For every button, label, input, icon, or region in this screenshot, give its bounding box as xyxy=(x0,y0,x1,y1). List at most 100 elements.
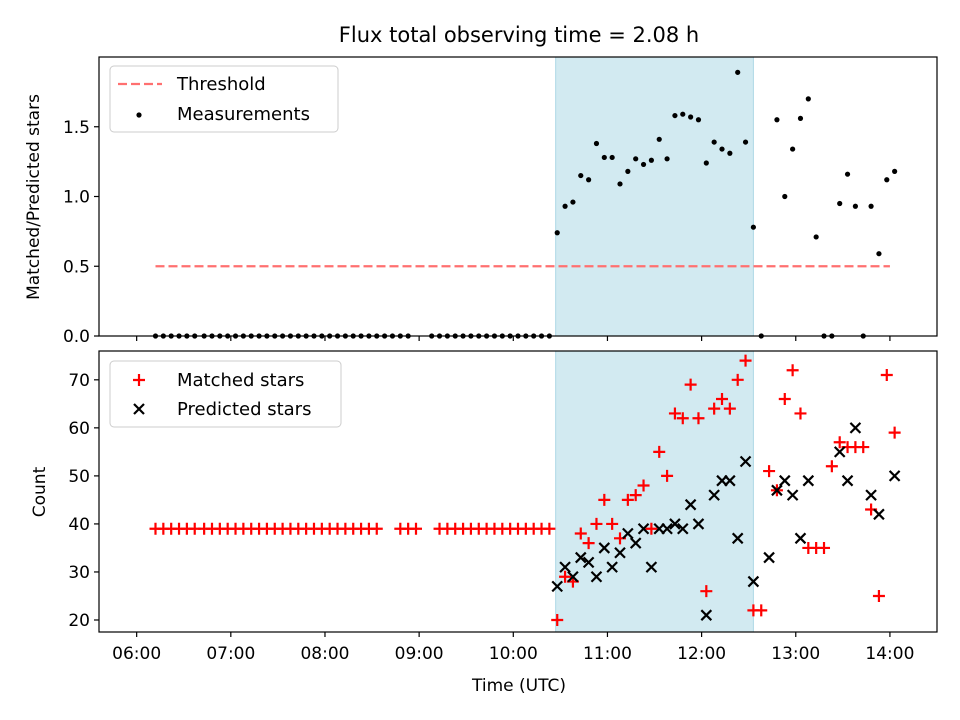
predicted-star-point xyxy=(598,542,611,554)
predicted-star-point xyxy=(841,474,854,487)
predicted-star-point xyxy=(771,484,783,497)
measurement-point xyxy=(782,193,788,200)
measurement-point xyxy=(884,177,890,183)
measurement-point xyxy=(813,234,819,240)
measurement-point xyxy=(688,114,694,120)
x-tick-label: 07:00 xyxy=(206,644,255,664)
matched-star-point xyxy=(692,412,705,425)
measurement-point xyxy=(593,140,600,147)
matched-star-point xyxy=(763,465,776,478)
matched-star-point xyxy=(825,460,838,473)
legend-measurements-label: Measurements xyxy=(177,104,310,125)
matched-star-point xyxy=(370,522,383,535)
x-axis-label: Time (UTC) xyxy=(471,676,566,696)
predicted-star-point xyxy=(779,474,791,487)
predicted-star-point xyxy=(865,489,877,501)
measurement-point xyxy=(586,177,592,183)
matched-star-point xyxy=(645,522,658,535)
measurement-point xyxy=(625,168,631,174)
x-tick-label: 13:00 xyxy=(771,644,820,664)
measurement-point xyxy=(844,171,851,177)
x-tick-label: 11:00 xyxy=(583,644,632,664)
measurement-point xyxy=(695,117,702,123)
predicted-star-point xyxy=(661,522,673,535)
legend-measurements-swatch xyxy=(136,112,142,118)
predicted-star-point xyxy=(833,446,846,458)
matched-star-point xyxy=(574,527,587,540)
predicted-star-point xyxy=(582,556,595,569)
matched-star-points xyxy=(149,354,901,626)
matched-star-point xyxy=(559,570,572,583)
legend-threshold-label: Threshold xyxy=(176,74,266,95)
predicted-star-point xyxy=(629,537,642,549)
predicted-star-point xyxy=(692,518,705,530)
legend-predicted-swatch xyxy=(133,403,145,415)
top-y-tick-label: 0.5 xyxy=(63,257,90,277)
matched-star-point xyxy=(872,589,885,602)
measurement-point xyxy=(797,115,804,121)
x-tick-label: 12:00 xyxy=(677,644,726,664)
predicted-star-point xyxy=(622,527,634,540)
matched-star-point xyxy=(621,493,634,506)
predicted-star-point xyxy=(849,422,862,434)
measurement-point xyxy=(672,112,678,119)
predicted-star-point xyxy=(888,470,901,482)
matched-star-point xyxy=(739,354,752,367)
bottom-legend: Matched stars Predicted stars xyxy=(109,360,342,428)
measurement-point xyxy=(790,146,796,152)
predicted-star-point xyxy=(763,551,775,564)
measurement-point xyxy=(892,168,898,174)
matched-star-point xyxy=(661,469,674,482)
matched-star-point xyxy=(888,426,901,439)
measurement-point xyxy=(703,160,709,166)
predicted-star-point xyxy=(794,532,807,545)
matched-star-point xyxy=(637,479,650,492)
top-y-axis-label: Matched/Predicted stars xyxy=(24,94,44,300)
x-tick-label: 10:00 xyxy=(489,644,538,664)
matched-star-point xyxy=(653,445,666,458)
matched-star-point xyxy=(818,541,831,554)
predicted-star-point xyxy=(676,522,689,535)
measurement-point xyxy=(711,139,717,145)
measurement-point xyxy=(554,230,560,236)
top-y-ticks: 0.0 0.5 1.0 1.5 xyxy=(63,118,99,347)
matched-star-point xyxy=(723,402,736,415)
matched-star-point xyxy=(794,407,807,420)
predicted-star-point xyxy=(645,561,658,573)
matched-star-point xyxy=(629,489,642,502)
predicted-star-point xyxy=(567,570,579,583)
x-tick-label: 14:00 xyxy=(865,644,914,664)
chart-title: Flux total observing time = 2.08 h xyxy=(339,23,699,47)
legend-matched-swatch xyxy=(133,374,145,386)
measurement-point xyxy=(680,111,686,117)
predicted-star-point xyxy=(559,561,571,573)
bottom-y-tick-label: 40 xyxy=(68,515,90,535)
bottom-y-axis-label: Count xyxy=(30,466,50,517)
measurement-point xyxy=(640,161,647,168)
measurement-point xyxy=(570,199,576,205)
measurement-point xyxy=(774,117,780,123)
x-tick-label: 09:00 xyxy=(395,644,444,664)
matched-star-point xyxy=(880,369,893,382)
matched-star-point xyxy=(833,436,846,449)
matched-star-point xyxy=(857,441,870,454)
matched-star-point xyxy=(731,373,744,386)
measurement-point xyxy=(868,203,874,209)
predicted-star-point xyxy=(873,508,885,521)
predicted-star-point xyxy=(590,570,603,583)
predicted-star-point xyxy=(731,532,744,545)
x-tick-label: 06:00 xyxy=(112,644,161,664)
measurement-point xyxy=(656,136,662,142)
predicted-star-point xyxy=(739,455,752,468)
matched-star-point xyxy=(409,522,422,535)
bottom-y-tick-label: 60 xyxy=(68,419,90,439)
bottom-y-tick-label: 30 xyxy=(68,563,90,583)
predicted-star-point xyxy=(574,551,587,564)
top-x-ticks xyxy=(136,336,891,341)
predicted-star-point xyxy=(551,580,564,593)
matched-star-point xyxy=(778,393,791,406)
bottom-shaded-region xyxy=(555,350,754,633)
top-y-tick-label: 0.0 xyxy=(63,327,90,347)
measurement-point xyxy=(562,203,568,209)
matched-star-point xyxy=(590,517,603,530)
